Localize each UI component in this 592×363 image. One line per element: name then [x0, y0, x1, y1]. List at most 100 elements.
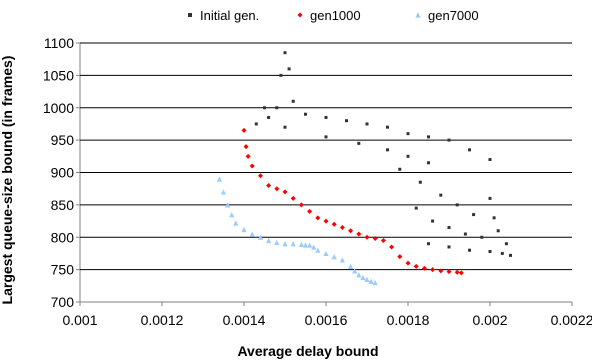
data-point — [427, 161, 430, 165]
data-point — [386, 148, 389, 152]
data-point — [282, 189, 288, 195]
data-point — [283, 51, 287, 55]
data-point — [380, 237, 386, 243]
data-point — [406, 132, 410, 136]
data-point — [257, 173, 263, 179]
x-axis-label: Average delay bound — [237, 343, 378, 359]
y-tick-label: 850 — [51, 197, 75, 213]
data-point — [496, 229, 500, 233]
data-point — [339, 257, 345, 263]
data-point — [243, 144, 249, 150]
y-axis-label: Largest queue-size bound (in frames) — [0, 56, 15, 305]
data-point — [356, 231, 362, 237]
data-point — [365, 122, 369, 126]
data-point — [447, 138, 451, 142]
data-point — [458, 270, 464, 276]
data-point — [372, 279, 378, 286]
x-tick-label: 0.0018 — [387, 312, 430, 328]
data-point — [488, 158, 492, 162]
data-point — [249, 231, 255, 237]
data-point — [225, 202, 231, 208]
y-tick-label: 800 — [51, 229, 75, 245]
data-point — [372, 236, 378, 242]
data-point — [472, 213, 476, 217]
data-point — [233, 220, 239, 226]
data-point — [389, 244, 395, 250]
data-point — [418, 180, 422, 184]
y-tick-label: 750 — [51, 262, 75, 278]
data-point — [431, 219, 435, 223]
y-axis-ticks: 700 750 800 850 900 950 1000 1050 1100 — [43, 35, 80, 310]
data-point — [282, 241, 288, 247]
data-point — [488, 249, 492, 253]
x-tick-label: 0.0016 — [305, 312, 348, 328]
data-point — [405, 260, 411, 266]
legend-marker — [297, 12, 303, 18]
data-point — [263, 106, 266, 110]
data-point — [348, 228, 354, 234]
data-point — [331, 254, 337, 260]
data-point — [229, 211, 235, 218]
data-point — [307, 208, 313, 214]
series-initial-gen- — [254, 51, 512, 257]
data-point — [398, 167, 402, 171]
data-point — [348, 263, 354, 269]
legend-item: gen1000 — [297, 8, 361, 23]
series-gen1000 — [241, 127, 464, 276]
legend-label: Initial gen. — [200, 8, 259, 23]
data-point — [290, 195, 296, 201]
data-point — [249, 163, 255, 169]
y-tick-label: 1100 — [44, 35, 74, 51]
data-point — [275, 106, 279, 110]
data-point — [220, 189, 227, 195]
data-point — [324, 115, 328, 119]
data-point — [446, 269, 452, 275]
x-tick-label: 0.0012 — [141, 312, 184, 328]
data-point — [291, 99, 295, 103]
data-point — [302, 242, 309, 248]
data-point — [287, 67, 291, 71]
data-point — [480, 235, 484, 239]
data-point — [463, 232, 467, 236]
data-point — [357, 141, 361, 145]
x-tick-label: 0.0014 — [223, 312, 266, 328]
data-point — [455, 203, 459, 207]
data-point — [386, 125, 389, 129]
data-point — [307, 242, 313, 248]
data-point — [454, 269, 460, 275]
data-point — [323, 218, 329, 224]
data-point — [352, 268, 358, 274]
data-point — [266, 237, 272, 244]
data-point — [447, 245, 451, 249]
y-tick-label: 1050 — [43, 67, 74, 83]
data-point — [488, 196, 492, 200]
data-point — [345, 119, 348, 123]
data-point — [241, 226, 247, 233]
data-point — [315, 215, 321, 221]
data-point — [274, 239, 280, 246]
data-point — [254, 122, 258, 126]
data-point — [427, 135, 430, 139]
data-point — [279, 73, 283, 77]
data-point — [406, 154, 410, 158]
data-point — [438, 268, 444, 274]
data-point — [311, 244, 317, 250]
y-tick-label: 900 — [51, 165, 75, 181]
data-point — [339, 225, 345, 231]
x-tick-label: 0.001 — [62, 312, 97, 328]
grid — [80, 42, 572, 271]
x-tick-label: 0.0022 — [551, 312, 592, 328]
legend-marker — [188, 13, 192, 17]
data-point — [468, 248, 471, 252]
data-point — [283, 125, 287, 129]
legend: Initial gen. gen1000 gen7000 — [188, 8, 479, 23]
legend-item: Initial gen. — [188, 8, 259, 23]
legend-item: gen7000 — [415, 8, 479, 23]
data-point — [216, 176, 222, 182]
data-point — [509, 253, 512, 257]
data-point — [427, 242, 430, 246]
data-point — [245, 153, 251, 159]
data-point — [257, 234, 263, 240]
